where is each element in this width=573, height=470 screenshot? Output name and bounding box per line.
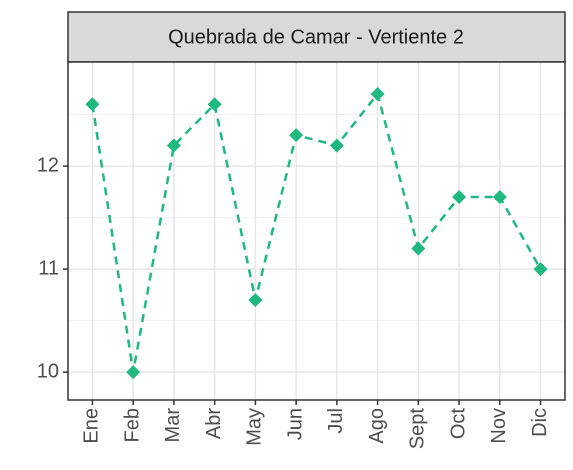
- data-point: [411, 241, 426, 256]
- data-point: [126, 365, 141, 380]
- chart-title: Quebrada de Camar - Vertiente 2: [168, 26, 464, 48]
- x-tick-label: Nov: [488, 408, 510, 444]
- data-point: [289, 128, 304, 143]
- x-tick-label: Abr: [203, 408, 225, 439]
- data-point: [492, 189, 507, 204]
- facet-strip: [67, 11, 566, 63]
- x-tick-label: Ene: [81, 408, 103, 444]
- data-line: [91, 91, 542, 373]
- panel-border: [67, 61, 566, 401]
- panel-background: [68, 62, 565, 400]
- x-tick-label: Sept: [407, 408, 429, 450]
- y-tick-label: 10: [37, 360, 59, 382]
- y-tick-label: 11: [38, 257, 59, 279]
- x-tick-label: Oct: [447, 408, 469, 440]
- y-tick-label: 12: [37, 154, 59, 176]
- data-point: [207, 97, 222, 112]
- x-tick-label: Jun: [284, 408, 306, 440]
- data-point: [533, 262, 548, 277]
- data-point: [166, 138, 181, 153]
- x-tick-label: Mar: [162, 408, 184, 443]
- x-tick-label: Ago: [366, 408, 388, 444]
- data-point: [248, 293, 263, 308]
- x-tick-label: Dic: [529, 408, 551, 437]
- data-point: [370, 86, 385, 101]
- x-tick-label: Jul: [325, 408, 347, 434]
- data-point: [329, 138, 344, 153]
- x-tick-label: May: [244, 408, 266, 446]
- data-point: [85, 97, 100, 112]
- x-tick-label: Feb: [121, 408, 143, 442]
- data-point: [452, 189, 467, 204]
